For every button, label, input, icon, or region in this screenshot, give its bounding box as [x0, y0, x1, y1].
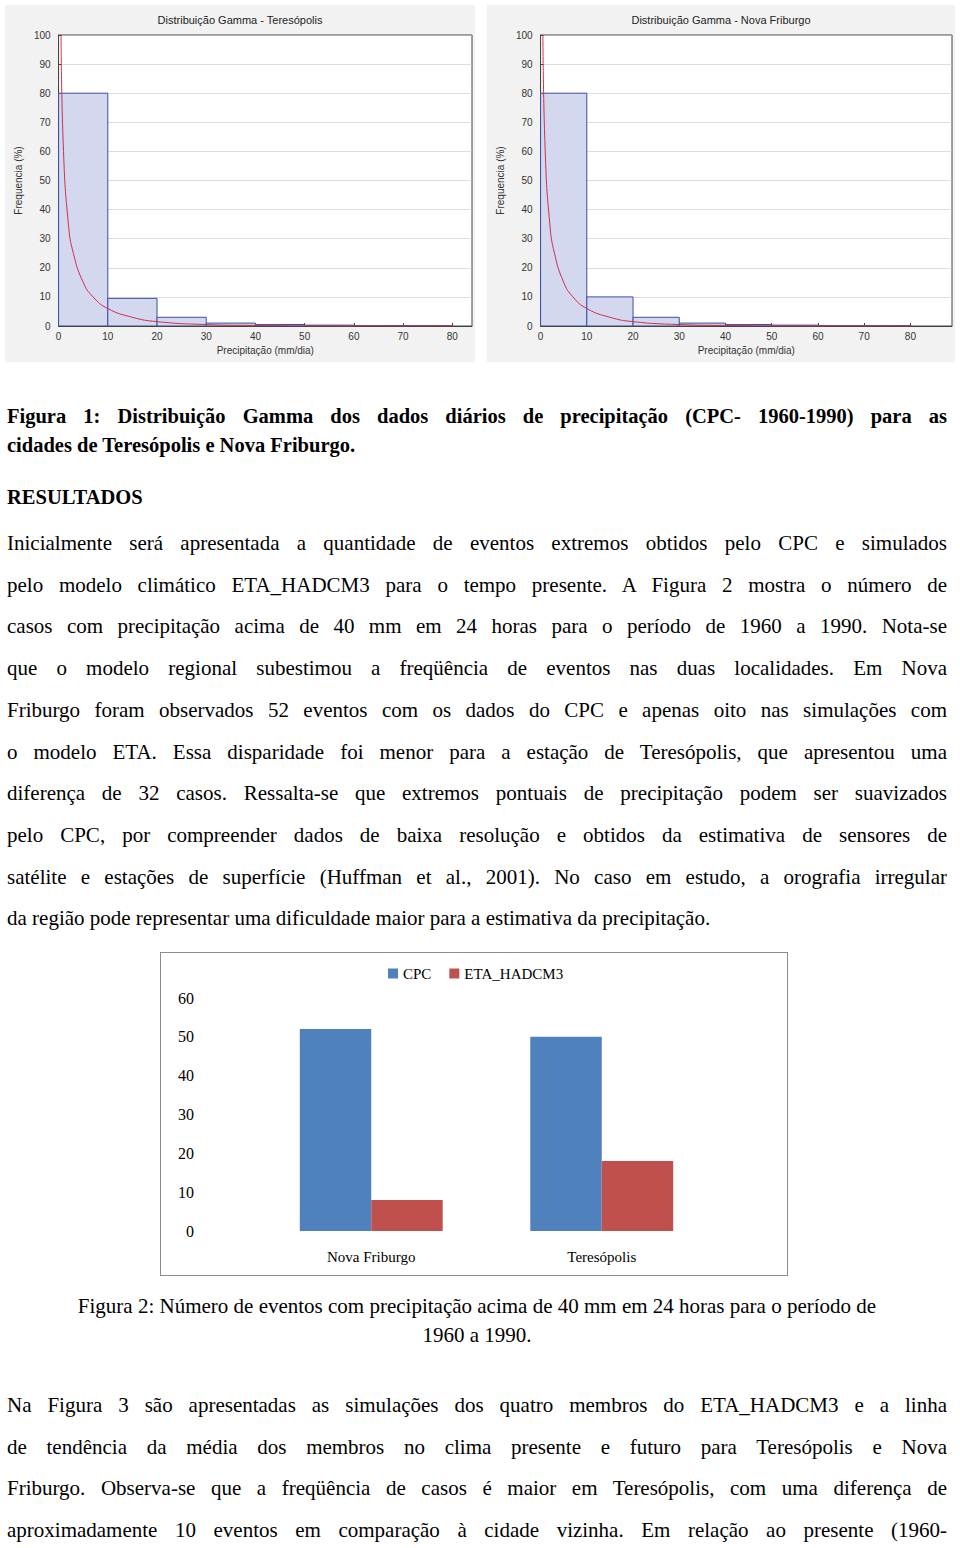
svg-text:0: 0 — [527, 321, 533, 332]
html-text:o modelo ETA. Essa disparidade: o modelo ETA. Essa disparidade foi menor… — [7, 739, 947, 764]
html-text:pelo modelo climático ETA_HADC: pelo modelo climático ETA_HADCM3 para o … — [7, 572, 947, 597]
svg-text:50: 50 — [178, 1028, 194, 1045]
svg-text:40: 40 — [39, 204, 51, 215]
html-text:Na Figura 3 são apresentadas a: Na Figura 3 são apresentadas as simulaçõ… — [7, 1393, 947, 1417]
html-text:Friburgo. Observa-se que a fre: Friburgo. Observa-se que a freqüência de… — [7, 1476, 947, 1501]
html-text:Figura 1: Distribuição Gamma d: Figura 1: Distribuição Gamma dos dados d… — [7, 405, 947, 427]
html-text:satélite e estações de superfí: satélite e estações de superfície (Huffm… — [7, 864, 947, 889]
svg-text:10: 10 — [581, 331, 593, 342]
svg-text:Distribuição Gamma - Teresópol: Distribuição Gamma - Teresópolis — [158, 14, 323, 26]
svg-text:60: 60 — [178, 990, 194, 1007]
svg-text:20: 20 — [39, 262, 51, 273]
svg-text:Nova Friburgo: Nova Friburgo — [327, 1249, 415, 1265]
svg-text:Distribuição Gamma - Nova Frib: Distribuição Gamma - Nova Friburgo — [631, 14, 810, 26]
svg-text:50: 50 — [299, 331, 311, 342]
svg-text:80: 80 — [905, 331, 917, 342]
svg-text:Teresópolis: Teresópolis — [567, 1249, 636, 1265]
html-text:cidades de Teresópolis e Nova: cidades de Teresópolis e Nova Friburgo. — [7, 434, 356, 456]
html-text:Figura 2: Número de eventos co: Figura 2: Número de eventos com precipit… — [77, 1294, 877, 1318]
svg-text:10: 10 — [178, 1184, 194, 1201]
svg-text:100: 100 — [516, 30, 533, 41]
svg-text:30: 30 — [178, 1106, 194, 1123]
svg-text:Precipitação (mm/dia): Precipitação (mm/dia) — [217, 345, 314, 356]
svg-text:90: 90 — [39, 59, 51, 70]
svg-text:50: 50 — [39, 175, 51, 186]
svg-text:60: 60 — [812, 331, 824, 342]
svg-text:30: 30 — [674, 331, 686, 342]
svg-text:40: 40 — [720, 331, 732, 342]
html-text:que o modelo regional subestim: que o modelo regional subestimou a freqü… — [7, 656, 947, 681]
html-text:RESULTADOS: RESULTADOS — [7, 486, 143, 508]
svg-text:Frequencia (%): Frequencia (%) — [495, 146, 506, 214]
svg-text:80: 80 — [521, 88, 533, 99]
svg-text:20: 20 — [627, 331, 639, 342]
svg-text:50: 50 — [521, 175, 533, 186]
svg-text:20: 20 — [151, 331, 163, 342]
html-text:casos com precipitação acima d: casos com precipitação acima de 40 mm em… — [7, 614, 947, 639]
svg-text:Frequencia (%): Frequencia (%) — [13, 146, 24, 214]
svg-text:30: 30 — [39, 233, 51, 244]
svg-text:Precipitação (mm/dia): Precipitação (mm/dia) — [698, 345, 795, 356]
svg-text:0: 0 — [186, 1223, 194, 1240]
svg-text:10: 10 — [521, 291, 533, 302]
svg-text:0: 0 — [45, 321, 51, 332]
svg-text:10: 10 — [39, 291, 51, 302]
html-text:Inicialmente será apresentada: Inicialmente será apresentada a quantida… — [7, 531, 947, 555]
svg-text:70: 70 — [398, 331, 410, 342]
html-text:diferença de 32 casos. Ressalt: diferença de 32 casos. Ressalta-se que e… — [7, 781, 947, 806]
svg-text:0: 0 — [538, 331, 544, 342]
svg-text:60: 60 — [521, 146, 533, 157]
html-text:de tendência da média dos memb: de tendência da média dos membros no cli… — [7, 1434, 947, 1459]
svg-text:80: 80 — [447, 331, 459, 342]
html-text:pelo CPC, por compreender dado: pelo CPC, por compreender dados de baixa… — [7, 822, 947, 847]
svg-text:80: 80 — [39, 88, 51, 99]
svg-text:70: 70 — [39, 117, 51, 128]
svg-text:40: 40 — [178, 1067, 194, 1084]
html-text:1960 a 1990.: 1960 a 1990. — [422, 1323, 532, 1347]
svg-text:0: 0 — [56, 331, 62, 342]
html-text:Friburgo foram observados 52 e: Friburgo foram observados 52 eventos com… — [7, 697, 947, 722]
svg-text:90: 90 — [521, 59, 533, 70]
svg-text:40: 40 — [521, 204, 533, 215]
html-text:aproximadamente 10 eventos em: aproximadamente 10 eventos em comparação… — [7, 1518, 947, 1543]
svg-text:CPC: CPC — [403, 966, 431, 982]
svg-text:ETA_HADCM3: ETA_HADCM3 — [464, 966, 563, 982]
svg-text:70: 70 — [521, 117, 533, 128]
svg-text:60: 60 — [348, 331, 360, 342]
svg-text:60: 60 — [39, 146, 51, 157]
svg-text:50: 50 — [766, 331, 778, 342]
svg-text:20: 20 — [178, 1145, 194, 1162]
svg-text:100: 100 — [34, 30, 51, 41]
svg-text:10: 10 — [102, 331, 114, 342]
svg-text:70: 70 — [859, 331, 871, 342]
svg-text:30: 30 — [201, 331, 213, 342]
svg-text:40: 40 — [250, 331, 262, 342]
svg-text:30: 30 — [521, 233, 533, 244]
svg-text:20: 20 — [521, 262, 533, 273]
html-text:da região pode representar uma: da região pode representar uma dificulda… — [7, 906, 711, 931]
